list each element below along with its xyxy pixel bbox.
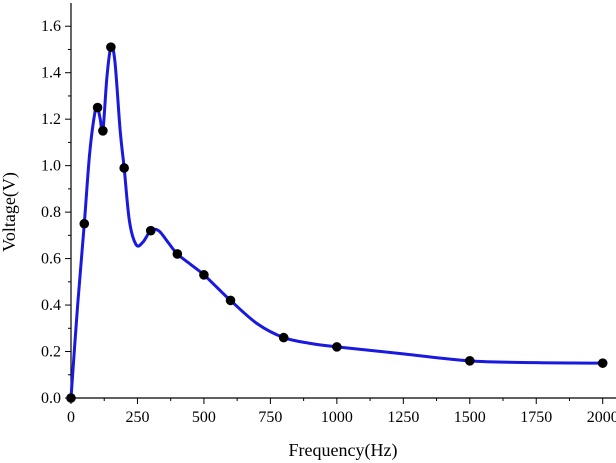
x-tick-label: 500: [192, 409, 216, 426]
data-point: [79, 218, 90, 229]
data-point: [597, 358, 608, 368]
axes-frame: [70, 3, 616, 399]
y-tick-label: 1.6: [41, 18, 61, 35]
y-axis-title: Voltage(V): [0, 172, 20, 252]
data-point: [119, 163, 129, 173]
x-tick-label: 2000: [587, 409, 616, 426]
data-point: [199, 270, 209, 280]
y-tick-label: 1.4: [41, 65, 61, 82]
data-point: [145, 225, 156, 236]
tick-marks: [65, 25, 604, 404]
y-tick-label: 0.6: [41, 251, 61, 268]
data-point: [66, 393, 76, 403]
data-point: [278, 332, 289, 343]
data-point: [464, 356, 475, 366]
y-tick-label: 0.0: [41, 390, 61, 407]
x-tick-labels: 0 250 500 750 1000 1250 1500 1750 2000: [67, 409, 616, 426]
y-tick-label: 1.2: [41, 111, 61, 128]
series-markers: [66, 42, 608, 403]
x-tick-label: 1000: [321, 409, 353, 426]
data-point: [106, 42, 116, 52]
x-tick-label: 0: [67, 409, 75, 426]
y-tick-label: 0.8: [41, 204, 61, 221]
y-tick-label: 1.0: [41, 158, 61, 175]
x-tick-label: 1500: [454, 409, 486, 426]
data-point: [332, 342, 342, 352]
data-point: [225, 295, 236, 306]
y-tick-labels: 0.0 0.2 0.4 0.6 0.8 1.0 1.2 1.4 1.6: [41, 18, 61, 407]
data-point: [92, 102, 103, 113]
x-tick-label: 1750: [520, 409, 552, 426]
y-tick-label: 0.4: [41, 297, 61, 314]
data-point: [98, 125, 108, 136]
y-tick-label: 0.2: [41, 344, 61, 361]
x-tick-label: 250: [125, 409, 149, 426]
x-tick-label: 750: [258, 409, 282, 426]
x-axis-title: Frequency(Hz): [289, 440, 398, 461]
x-tick-label: 1250: [387, 409, 419, 426]
data-point: [172, 249, 183, 259]
